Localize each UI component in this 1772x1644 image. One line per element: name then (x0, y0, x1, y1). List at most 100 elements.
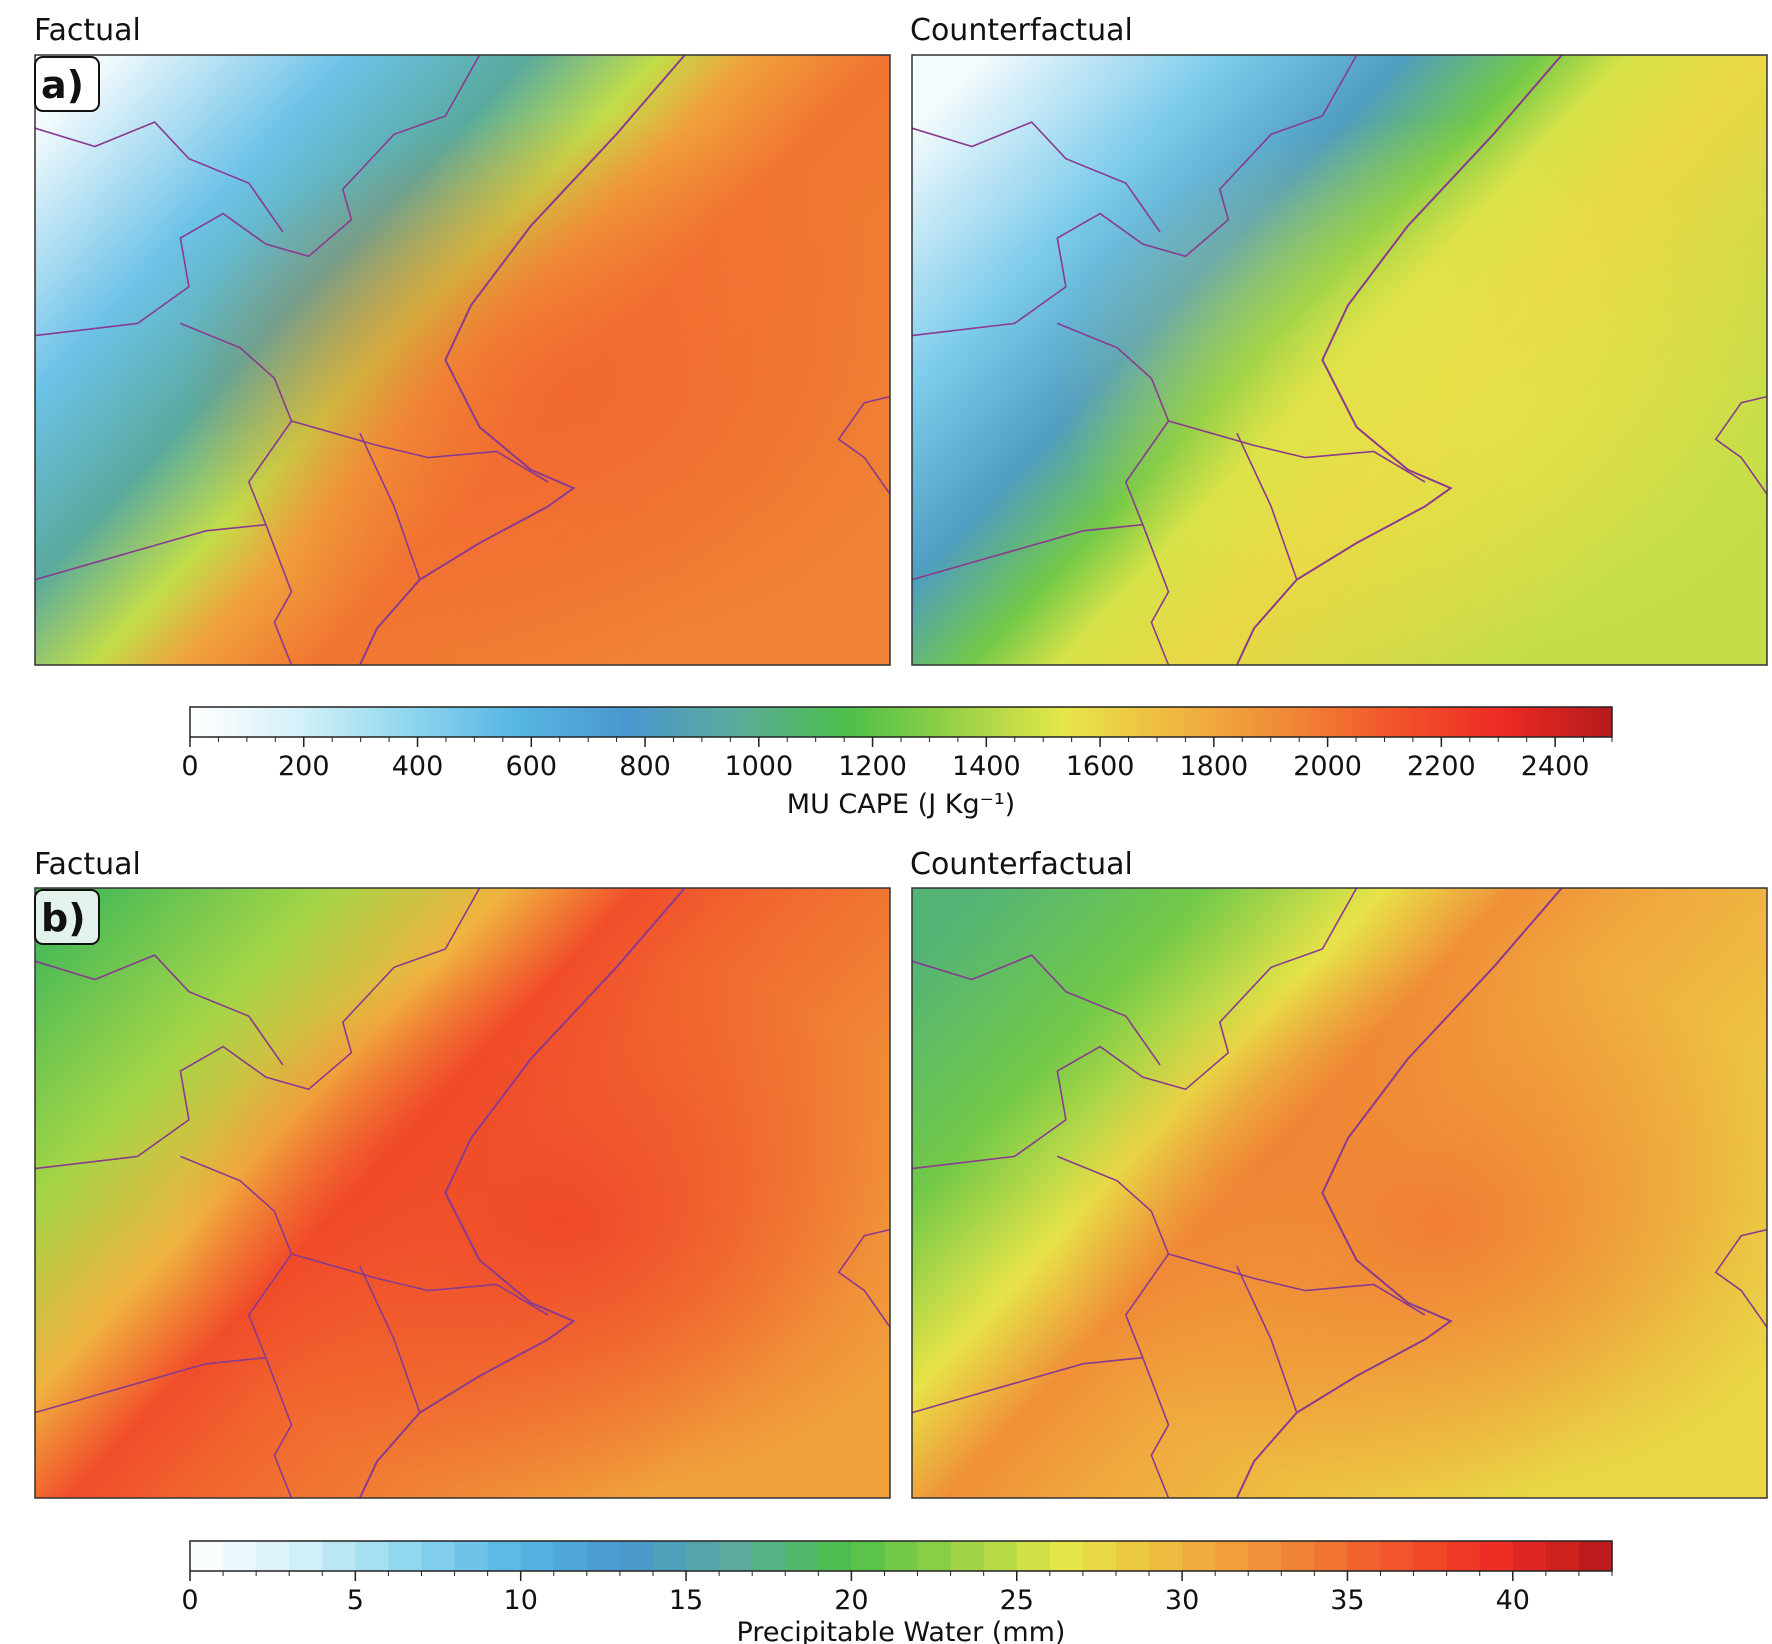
region-border (34, 121, 284, 233)
region-border (911, 523, 1143, 581)
colorbar-bin (256, 1541, 290, 1571)
colorbar-bin (652, 1541, 687, 1571)
colorbar-tick-label: 30 (1165, 1585, 1199, 1616)
region-border (247, 420, 293, 666)
island-outline (837, 395, 891, 495)
colorbar-tick-label: 20 (834, 1585, 868, 1616)
panel-title-counterfactual-b: Counterfactual (910, 847, 1133, 882)
island-outline (1714, 395, 1768, 495)
region-border (359, 1265, 421, 1413)
colorbar-tick-label: 40 (1496, 1585, 1530, 1616)
colorbar-bin (388, 1541, 423, 1571)
colorbar-bin (1182, 1541, 1216, 1571)
colorbar-gradient (190, 707, 1612, 737)
region-border (359, 432, 421, 580)
colorbar-tick-label: 0 (181, 1585, 198, 1616)
colorbar-tick-label: 400 (392, 751, 444, 782)
colorbar-bin (619, 1541, 654, 1571)
colorbar-bin (983, 1541, 1018, 1571)
colorbar-bin (586, 1541, 621, 1571)
island-outline (837, 1228, 891, 1328)
colorbar-bin (818, 1541, 852, 1571)
colorbar-bin (917, 1541, 952, 1571)
colorbar-bin (719, 1541, 753, 1571)
colorbar-bin (1347, 1541, 1382, 1571)
region-border (34, 1356, 266, 1414)
panel-label-b-text: b) (41, 896, 86, 940)
colorbar-tick-label: 1600 (1066, 751, 1135, 782)
colorbar-tick-label: 1400 (952, 751, 1021, 782)
colorbar-tick-label: 5 (347, 1585, 364, 1616)
region-border (1056, 1155, 1426, 1316)
island-outline (1714, 1228, 1768, 1328)
colorbar-bin (1578, 1541, 1613, 1571)
region-border (1236, 432, 1298, 580)
region-border (34, 887, 481, 1170)
colorbar-bin (553, 1541, 588, 1571)
colorbar-precipitable-water: 0 5 10 15 20 25 30 35 40 (181, 1540, 1613, 1616)
colorbar-bin (355, 1541, 390, 1571)
colorbar-tick-label: 800 (619, 751, 671, 782)
colorbar-bin (1380, 1541, 1415, 1571)
map-factual-cape (34, 54, 891, 666)
region-border (1236, 1265, 1298, 1413)
region-border (34, 54, 481, 337)
colorbar-bin (1149, 1541, 1183, 1571)
colorbar-bin (1413, 1541, 1448, 1571)
map-frame (911, 887, 1768, 1499)
colorbar-tick-label: 1000 (724, 751, 793, 782)
panel-title-factual-a: Factual (34, 13, 141, 48)
colorbar-bin (1479, 1541, 1514, 1571)
map-frame (34, 887, 891, 1499)
colorbar-bin (1446, 1541, 1481, 1571)
colorbar-bin (851, 1541, 886, 1571)
colorbar-bin (1545, 1541, 1580, 1571)
colorbar-bin (1215, 1541, 1249, 1571)
region-border (911, 1356, 1143, 1414)
colorbar-tick-label: 600 (506, 751, 558, 782)
colorbar-tick-label: 2000 (1293, 751, 1362, 782)
colorbar-bin (1248, 1541, 1282, 1571)
colorbar-bin (487, 1541, 522, 1571)
region-border (1124, 1253, 1170, 1499)
map-field-maximum (912, 888, 1767, 1498)
colorbar-frame (189, 1540, 1613, 1572)
region-border (180, 322, 549, 483)
colorbar-bin (752, 1541, 786, 1571)
region-border (911, 954, 1161, 1066)
map-frame (911, 54, 1768, 666)
region-border (180, 1155, 549, 1316)
region-border (911, 887, 1358, 1170)
colorbar-bin (1082, 1541, 1117, 1571)
colorbar-bin (1281, 1541, 1315, 1571)
colorbar-tick-label: 2200 (1407, 751, 1476, 782)
map-factual-precipitable-water (34, 887, 891, 1499)
colorbar-bin (1016, 1541, 1051, 1571)
map-field-maximum (35, 888, 890, 1498)
colorbar-tick-label: 2400 (1521, 751, 1590, 782)
colorbar-bin (884, 1541, 919, 1571)
colorbar-cape: 0 200 400 600 800 1000 1200 1400 1600 1800 2000 220… (181, 706, 1613, 782)
colorbar-bin (322, 1541, 356, 1571)
region-border (1124, 420, 1170, 666)
panel-title-factual-b: Factual (34, 847, 141, 882)
colorbar-tick-label: 1200 (838, 751, 907, 782)
map-frame (34, 54, 891, 666)
colorbar-bin (421, 1541, 456, 1571)
colorbar-tick-label: 200 (278, 751, 330, 782)
region-border (911, 121, 1161, 233)
panel-label-b: b) (34, 889, 100, 945)
colorbar-label-cape: MU CAPE (J Kg⁻¹) (787, 789, 1015, 820)
colorbar-tick-label: 35 (1330, 1585, 1364, 1616)
region-border (911, 54, 1358, 337)
panel-label-a: a) (34, 56, 100, 112)
map-counterfactual-precipitable-water (911, 887, 1768, 1499)
colorbar-bin (289, 1541, 323, 1571)
panel-label-a-text: a) (41, 63, 84, 107)
region-border (34, 954, 284, 1066)
colorbar-bin (190, 1541, 224, 1571)
map-counterfactual-cape (911, 54, 1768, 666)
colorbar-bin (1512, 1541, 1547, 1571)
panel-title-counterfactual-a: Counterfactual (910, 13, 1133, 48)
